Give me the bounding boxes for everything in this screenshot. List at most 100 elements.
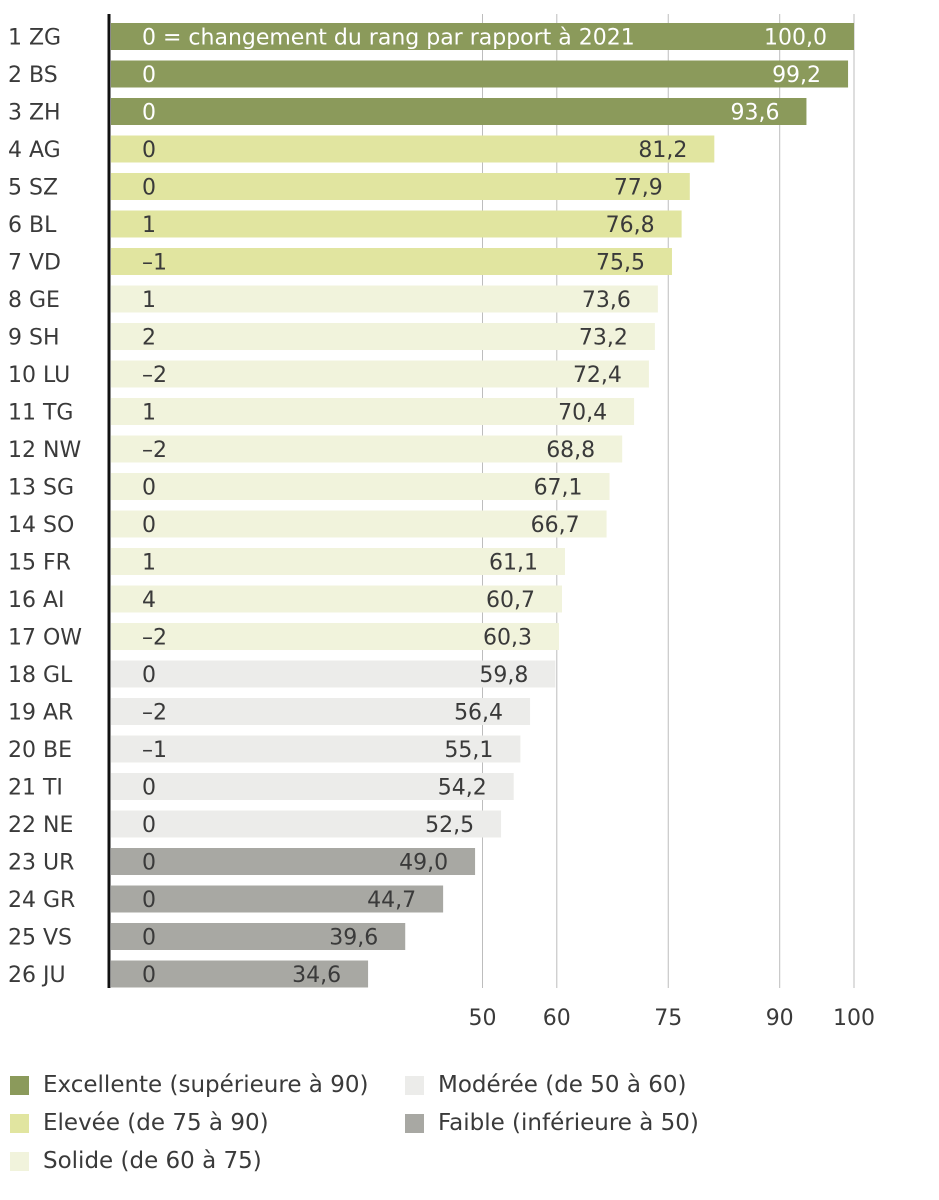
bar-chart: 1 ZG 0 = changement du rang par rapport à… [8,14,876,1031]
x-tick-label-75: 75 [654,1006,682,1031]
bar-25-VS [111,923,406,950]
value-label: 99,2 [772,63,821,88]
value-label: 34,6 [292,963,341,988]
value-label: 81,2 [638,138,687,163]
rank-change-label: 0 [142,776,156,801]
bars [111,23,854,988]
value-label: 61,1 [489,551,538,576]
bar-24-GR [111,885,444,913]
category-label: 2 BS [8,63,58,88]
bar-18-GL [111,660,556,688]
legend-swatch-weak [405,1113,424,1133]
category-label: 12 NW [8,438,81,463]
legend-swatch-excellent [10,1075,29,1095]
legend-label-weak: Faible (inférieure à 50) [438,1110,699,1136]
value-label: 68,8 [546,438,595,463]
rank-change-note: 0 = changement du rang par rapport à 202… [142,26,635,51]
x-tick-label-100: 100 [833,1006,875,1031]
bar-6-BL [111,210,682,238]
rank-change-label: 1 [142,288,156,313]
x-axis-ticks: 50 60 75 90 100 [469,1006,876,1031]
rank-change-label: –2 [142,701,167,726]
bar-21-TI [111,773,514,800]
value-label: 73,6 [582,288,631,313]
legend-label-moderate: Modérée (de 50 à 60) [438,1072,687,1098]
x-tick-label-90: 90 [766,1006,794,1031]
category-label: 24 GR [8,888,75,913]
rank-change-label: 1 [142,213,156,238]
category-label: 8 GE [8,288,60,313]
value-label: 54,2 [438,776,487,801]
legend-label-excellent: Excellente (supérieure à 90) [43,1072,369,1098]
category-label: 9 SH [8,326,60,351]
category-label: 13 SG [8,476,74,501]
bar-22-NE [111,810,502,838]
category-label: 25 VS [8,926,72,951]
rank-change-label: –1 [142,251,167,276]
category-label: 18 GL [8,663,73,688]
category-label: 6 BL [8,213,57,238]
value-label: 55,1 [444,738,493,763]
value-label: 39,6 [329,926,378,951]
category-label: 16 AI [8,588,65,613]
category-label: 11 TG [8,401,73,426]
bar-3-ZH [111,98,807,125]
bar-10-LU [111,360,649,388]
value-label: 49,0 [399,851,448,876]
category-label: 10 LU [8,363,70,388]
value-label: 60,7 [486,588,535,613]
bar-20-BE [111,735,521,763]
category-label: 22 NE [8,813,73,838]
value-label: 100,0 [764,26,827,51]
category-label: 1 ZG [8,26,61,51]
rank-change-label: 2 [142,326,156,351]
legend-swatch-high [10,1113,29,1133]
value-label: 60,3 [483,626,532,651]
legend-swatch-moderate [405,1075,424,1095]
bar-4-AG [111,135,715,163]
legend-swatch-solid [10,1151,29,1171]
bar-16-AI [111,585,563,613]
category-label: 4 AG [8,138,61,163]
value-label: 77,9 [614,176,663,201]
bar-labels: 1 ZG 0 = changement du rang par rapport à… [8,26,827,989]
category-label: 14 SO [8,513,74,538]
rank-change-label: 0 [142,63,156,88]
rank-change-label: –1 [142,738,167,763]
bar-26-JU [111,960,369,988]
category-label: 3 ZH [8,101,61,126]
value-label: 70,4 [558,401,607,426]
bar-15-FR [111,548,565,575]
bar-13-SG [111,473,610,500]
bar-5-SZ [111,173,690,200]
rank-change-label: 1 [142,401,156,426]
value-label: 72,4 [573,363,622,388]
category-label: 21 TI [8,776,63,801]
value-label: 56,4 [454,701,503,726]
rank-change-label: 0 [142,851,156,876]
rank-change-label: 0 [142,101,156,126]
rank-change-label: 4 [142,588,156,613]
value-label: 67,1 [534,476,583,501]
category-label: 19 AR [8,701,73,726]
rank-change-label: –2 [142,438,167,463]
bar-2-BS [111,60,849,88]
rank-change-label: 0 [142,926,156,951]
legend-item-moderate: Modérée (de 50 à 60) [405,1072,687,1098]
bar-11-TG [111,398,635,425]
value-label: 59,8 [479,663,528,688]
value-label: 75,5 [596,251,645,276]
rank-change-label: 1 [142,551,156,576]
value-label: 76,8 [606,213,655,238]
bar-8-GE [111,285,658,313]
rank-change-label: –2 [142,363,167,388]
bar-7-VD [111,248,672,275]
legend-item-weak: Faible (inférieure à 50) [405,1110,699,1136]
legend-item-excellent: Excellente (supérieure à 90) [10,1072,368,1098]
rank-change-label: 0 [142,513,156,538]
legend-label-solid: Solide (de 60 à 75) [43,1148,262,1174]
bar-12-NW [111,435,623,463]
category-label: 17 OW [8,626,82,651]
rank-change-label: 0 [142,813,156,838]
value-label: 93,6 [730,101,779,126]
